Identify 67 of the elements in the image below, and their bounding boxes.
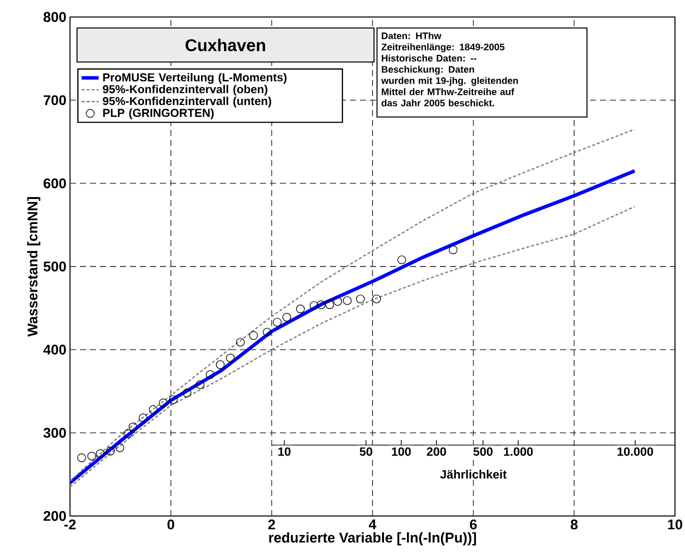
point <box>106 446 115 456</box>
x-axis-title: reduzierte Variable [-ln(-ln(Pu))] <box>269 532 476 546</box>
y-tick-label: 700 <box>44 95 66 106</box>
x2-tick-label: 1.000 <box>504 447 533 456</box>
point <box>333 297 342 306</box>
legend-label: PLP (GRINGORTEN) <box>103 108 214 120</box>
point <box>216 360 225 369</box>
point <box>87 452 96 460</box>
y-tick-label: 200 <box>44 511 66 521</box>
point <box>282 312 292 322</box>
point <box>236 338 245 347</box>
x2-tick-label: 10.000 <box>618 447 654 456</box>
point <box>96 449 105 458</box>
annotation: Daten: HThw <box>382 32 442 40</box>
y-tick-label: 400 <box>43 344 66 355</box>
point <box>116 443 124 452</box>
point <box>342 296 352 305</box>
text: Cuxhaven <box>186 38 266 52</box>
legend-label: 95%-Konfidenzintervall (unten) <box>102 96 272 108</box>
x-tick-label: 2 <box>268 520 276 530</box>
x-tick-label: 10 <box>668 520 682 530</box>
legend-label: ProMUSE Verteilung (L-Moments) <box>103 72 287 84</box>
x2-tick-label: 50 <box>360 447 372 456</box>
annotation: Zeitreihenlänge: 1849-2005 <box>381 43 504 52</box>
point <box>206 370 215 379</box>
annotation: Beschickung: Daten <box>382 66 474 75</box>
point <box>128 422 138 432</box>
point <box>325 300 334 310</box>
x2-tick-label: 10 <box>278 447 290 456</box>
y-tick-label: 500 <box>44 262 66 272</box>
point <box>158 398 168 408</box>
point <box>196 380 204 389</box>
x-tick-label: -2 <box>64 520 76 530</box>
point <box>262 328 272 337</box>
annotation: Mittel der MThw-Zeitreihe auf <box>382 88 514 96</box>
point <box>124 429 132 438</box>
point <box>182 388 192 398</box>
point <box>397 255 406 264</box>
x2-tick-label: 500 <box>473 447 493 456</box>
point <box>226 354 235 362</box>
x-tick-label: 8 <box>570 520 578 530</box>
point <box>138 414 148 422</box>
point <box>316 300 326 310</box>
y-axis-title: Wasserstand [cmNN] <box>27 197 40 337</box>
annotation: Historische Daten: -- <box>382 54 476 62</box>
annotation: das Jahr 2005 beschickt. <box>382 99 494 106</box>
point <box>77 453 86 462</box>
x2-tick-label: 100 <box>392 447 411 456</box>
point <box>249 331 258 340</box>
point <box>169 395 178 404</box>
x-tick-label: 0 <box>167 520 174 530</box>
legend-label: 95%-Konfidenzintervall (oben) <box>102 84 268 96</box>
point <box>272 318 282 327</box>
y-tick-label: 300 <box>43 428 66 438</box>
x2-axis-title: Jährlichkeit <box>440 470 507 479</box>
x2-tick-label: 200 <box>426 447 446 456</box>
point <box>310 301 318 310</box>
x-tick-label: 6 <box>470 520 477 530</box>
y-tick-label: 800 <box>44 12 66 22</box>
point <box>296 304 305 314</box>
annotation: wurden mit 19-jhg. gleitenden <box>381 76 518 86</box>
point <box>372 294 381 304</box>
point <box>448 246 458 254</box>
y-tick-label: 600 <box>44 178 66 188</box>
point <box>148 405 158 414</box>
point <box>356 294 365 304</box>
x-tick-label: 4 <box>368 520 376 530</box>
